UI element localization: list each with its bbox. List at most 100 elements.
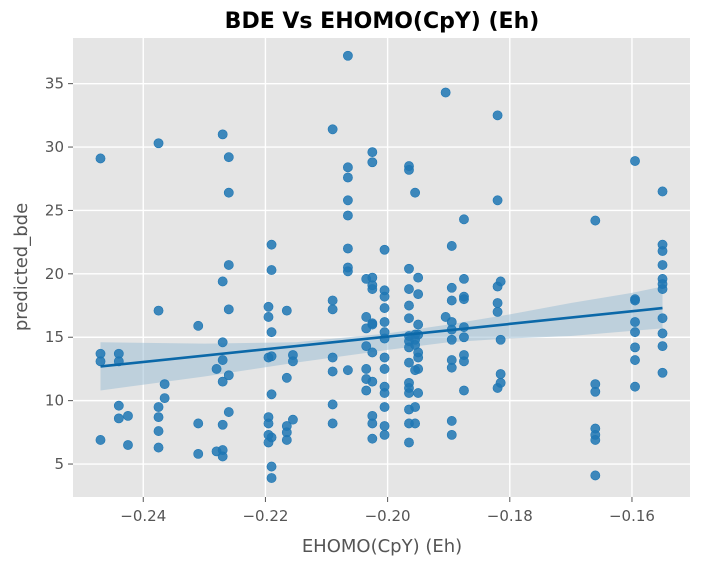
data-point [217, 355, 228, 365]
data-point [327, 399, 338, 410]
data-point [343, 266, 353, 277]
data-point [327, 366, 338, 377]
data-point [492, 110, 503, 121]
data-point [217, 276, 228, 287]
y-tick-label: 15 [45, 328, 64, 346]
data-point [630, 381, 640, 392]
data-point [266, 265, 277, 275]
data-point [404, 164, 414, 175]
data-point [159, 393, 170, 403]
data-point [95, 435, 106, 445]
data-point [379, 317, 390, 327]
data-point [159, 379, 170, 390]
data-point [459, 274, 469, 284]
data-point [495, 276, 506, 287]
data-point [492, 298, 503, 308]
data-point [410, 187, 420, 198]
data-point [379, 291, 390, 302]
data-point [153, 442, 164, 453]
data-point [413, 388, 424, 398]
data-point [657, 313, 668, 324]
data-point [343, 50, 353, 61]
data-point [266, 239, 277, 250]
data-point [193, 418, 204, 429]
data-point [153, 305, 164, 316]
data-point [404, 313, 414, 324]
data-point [327, 124, 338, 135]
data-point [343, 210, 353, 221]
data-point [153, 138, 164, 149]
data-point [657, 284, 668, 294]
data-point [630, 295, 640, 306]
data-point [367, 418, 378, 429]
data-point [590, 215, 601, 226]
data-point [630, 342, 640, 353]
data-point [657, 328, 668, 339]
data-point [113, 400, 124, 411]
data-point [446, 334, 457, 345]
data-point [590, 435, 601, 445]
data-point [413, 352, 424, 363]
data-point [361, 341, 372, 352]
y-tick-label: 5 [54, 455, 64, 473]
data-point [495, 377, 506, 388]
data-point [459, 214, 469, 225]
data-point [630, 327, 640, 338]
data-point [379, 388, 390, 398]
y-tick-label: 30 [45, 138, 64, 156]
y-tick-label: 35 [45, 75, 64, 93]
data-point [193, 320, 204, 331]
data-point [367, 319, 378, 330]
data-point [590, 470, 601, 481]
data-point [266, 351, 277, 362]
data-point [379, 352, 390, 363]
data-point [223, 304, 234, 315]
data-point [343, 365, 353, 376]
y-tick-label: 20 [45, 265, 64, 283]
data-point [367, 157, 378, 168]
data-point [404, 357, 414, 368]
x-tick-label: −0.16 [609, 507, 655, 525]
data-points [95, 50, 668, 483]
data-point [657, 341, 668, 352]
data-point [404, 284, 414, 294]
data-point [217, 419, 228, 430]
x-tick-label: −0.24 [120, 507, 166, 525]
data-point [153, 412, 164, 423]
data-point [459, 294, 469, 305]
data-point [327, 352, 338, 363]
data-point [495, 334, 506, 345]
data-point [367, 376, 378, 387]
data-point [153, 426, 164, 436]
data-point [367, 147, 378, 158]
data-point [263, 301, 274, 312]
data-point [657, 186, 668, 197]
chart-title: BDE Vs EHOMO(CpY) (Eh) [225, 9, 540, 34]
data-point [266, 473, 277, 483]
data-point [327, 304, 338, 315]
data-point [281, 372, 292, 383]
data-point [223, 152, 234, 163]
data-point [217, 451, 228, 462]
data-point [404, 263, 414, 274]
data-point [590, 386, 601, 397]
y-axis-label: predicted_bde [11, 203, 32, 331]
data-point [404, 437, 414, 448]
data-point [446, 295, 457, 306]
axis-ticks: −0.24 −0.22 −0.20 −0.18 −0.16 5 10 15 20 25 30 35 [45, 75, 655, 525]
data-point [266, 389, 277, 400]
data-point [361, 364, 372, 374]
data-point [413, 272, 424, 283]
data-point [410, 402, 420, 412]
data-point [193, 448, 204, 459]
data-point [263, 312, 274, 322]
data-point [223, 370, 234, 381]
data-point [343, 162, 353, 173]
regression-line [100, 306, 663, 368]
data-point [459, 332, 469, 343]
x-tick-label: −0.22 [242, 507, 288, 525]
data-point [327, 418, 338, 429]
data-point [113, 413, 124, 424]
data-point [288, 414, 298, 425]
data-point [217, 376, 228, 387]
